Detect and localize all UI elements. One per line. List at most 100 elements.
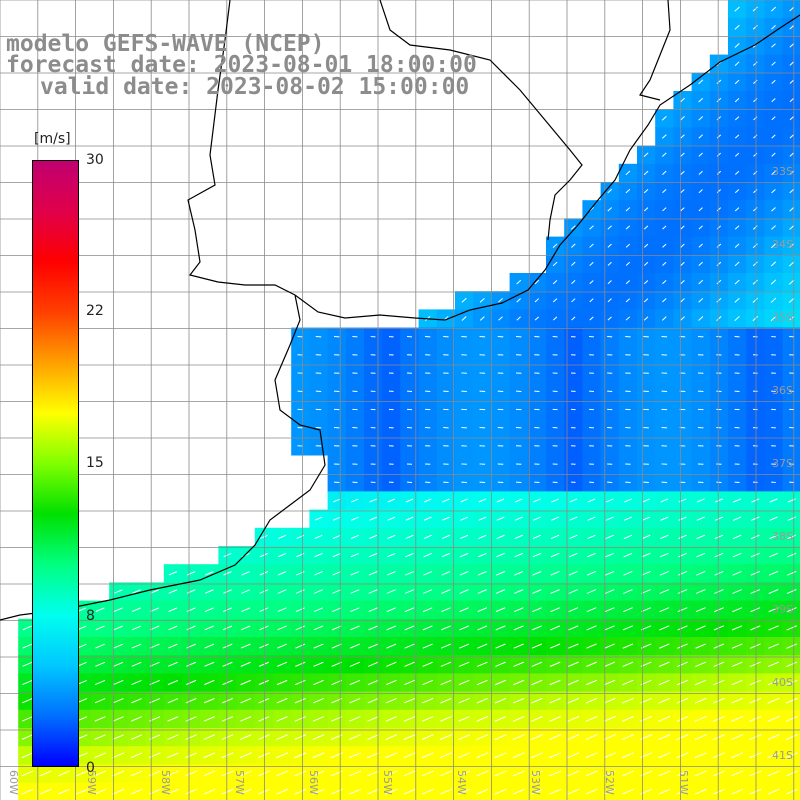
wind-arrow [585, 679, 598, 686]
wind-arrow [512, 770, 525, 777]
wind-arrow [350, 552, 360, 558]
wind-arrow [716, 79, 722, 85]
wind-arrow [713, 697, 725, 704]
wind-arrow [603, 752, 616, 759]
wind-arrow [641, 589, 651, 594]
wind-arrow [789, 243, 795, 249]
wind-arrow [259, 571, 269, 576]
wind-arrow [222, 643, 233, 649]
wind-arrow [643, 188, 649, 194]
wind-arrow [677, 625, 688, 631]
wind-arrow [423, 516, 432, 521]
wind-arrow [185, 752, 197, 759]
wind-arrow [753, 152, 758, 157]
wind-arrow [732, 607, 743, 613]
wind-arrow [568, 571, 578, 576]
wind-arrow [186, 625, 196, 631]
wind-arrow [659, 589, 670, 594]
wind-arrow [680, 170, 685, 175]
wind-arrow [530, 770, 543, 777]
wind-arrow [276, 734, 288, 740]
wind-arrow [403, 770, 416, 777]
wind-arrow [734, 152, 740, 157]
wind-arrow [586, 607, 597, 613]
wind-arrow [568, 643, 579, 649]
wind-arrow [441, 516, 450, 521]
wind-arrow [785, 770, 798, 777]
wind-arrow [530, 734, 543, 741]
wind-arrow [405, 516, 414, 521]
wind-arrow [439, 734, 452, 740]
wind-arrow [94, 734, 106, 740]
wind-arrow [789, 25, 795, 30]
wind-arrow [476, 716, 489, 722]
lat-label: 35S [772, 311, 793, 324]
wind-arrow [603, 716, 616, 722]
wind-arrow [533, 498, 541, 503]
wind-arrow [130, 752, 143, 759]
wind-arrow [167, 752, 179, 759]
wind-arrow [642, 516, 651, 521]
wind-arrow [603, 734, 616, 741]
wind-arrow [750, 552, 760, 558]
wind-arrow [514, 571, 524, 576]
wind-arrow [423, 498, 432, 503]
wind-arrow [549, 788, 562, 795]
wind-arrow [788, 261, 795, 267]
wind-arrow [479, 316, 485, 321]
wind-arrow [186, 571, 196, 576]
colorbar [32, 160, 79, 767]
wind-arrow [22, 625, 32, 631]
wind-arrow [186, 661, 197, 667]
wind-arrow [459, 589, 469, 594]
wind-arrow [698, 189, 703, 194]
wind-arrow [770, 261, 777, 267]
wind-arrow [731, 715, 744, 722]
wind-arrow [385, 734, 398, 740]
wind-arrow [276, 698, 288, 704]
wind-arrow [549, 752, 562, 759]
wind-arrow [167, 734, 179, 740]
wind-arrow [369, 516, 377, 521]
wind-arrow [95, 679, 106, 686]
wind-arrow [332, 571, 342, 576]
lon-label: 57W [233, 770, 246, 795]
wind-arrow [495, 661, 506, 667]
wind-arrow [771, 116, 776, 121]
wind-arrow [568, 607, 579, 613]
wind-arrow [731, 752, 744, 759]
wind-arrow [662, 225, 667, 230]
wind-arrow [571, 280, 576, 285]
wind-arrow [785, 788, 798, 795]
wind-arrow [185, 770, 198, 777]
wind-arrow [623, 589, 633, 594]
wind-arrow [660, 516, 669, 521]
wind-arrow [221, 752, 234, 759]
wind-arrow [494, 770, 507, 777]
wind-arrow [767, 734, 780, 741]
wind-arrow [552, 316, 558, 321]
wind-arrow [276, 788, 289, 795]
wind-arrow [785, 734, 798, 741]
lon-label: 55W [381, 770, 394, 795]
wind-arrow [603, 697, 616, 704]
wind-arrow [295, 661, 306, 667]
wind-arrow [605, 516, 614, 521]
model-title: modelo GEFS-WAVE (NCEP) [6, 31, 325, 57]
wind-arrow [421, 716, 434, 722]
wind-arrow [186, 589, 196, 594]
coastline [0, 0, 800, 621]
wind-arrow [513, 625, 524, 631]
wind-arrow [167, 661, 178, 667]
wind-arrow [385, 752, 398, 759]
lon-label: 58W [159, 770, 172, 795]
wind-arrow [550, 571, 560, 576]
wind-arrow [131, 698, 142, 704]
wind-arrow [513, 697, 525, 704]
wind-arrow [332, 607, 342, 613]
wind-arrow [771, 79, 776, 84]
wind-arrow [625, 207, 631, 212]
lon-label: 60W [7, 770, 20, 795]
wind-arrow [569, 534, 578, 540]
wind-arrow [222, 698, 233, 704]
